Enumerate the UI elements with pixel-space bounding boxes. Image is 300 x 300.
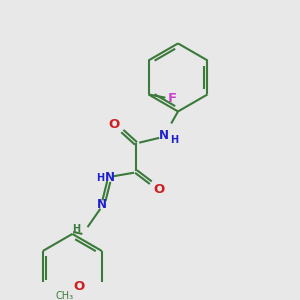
Text: H: H xyxy=(170,135,178,145)
Text: N: N xyxy=(159,129,169,142)
Text: H: H xyxy=(96,172,104,182)
Text: N: N xyxy=(105,171,116,184)
Text: CH₃: CH₃ xyxy=(56,291,74,300)
Text: N: N xyxy=(98,198,107,211)
Text: O: O xyxy=(109,118,120,131)
Text: H: H xyxy=(72,224,80,234)
Text: O: O xyxy=(153,183,164,196)
Text: O: O xyxy=(74,280,85,293)
Text: F: F xyxy=(168,92,177,105)
